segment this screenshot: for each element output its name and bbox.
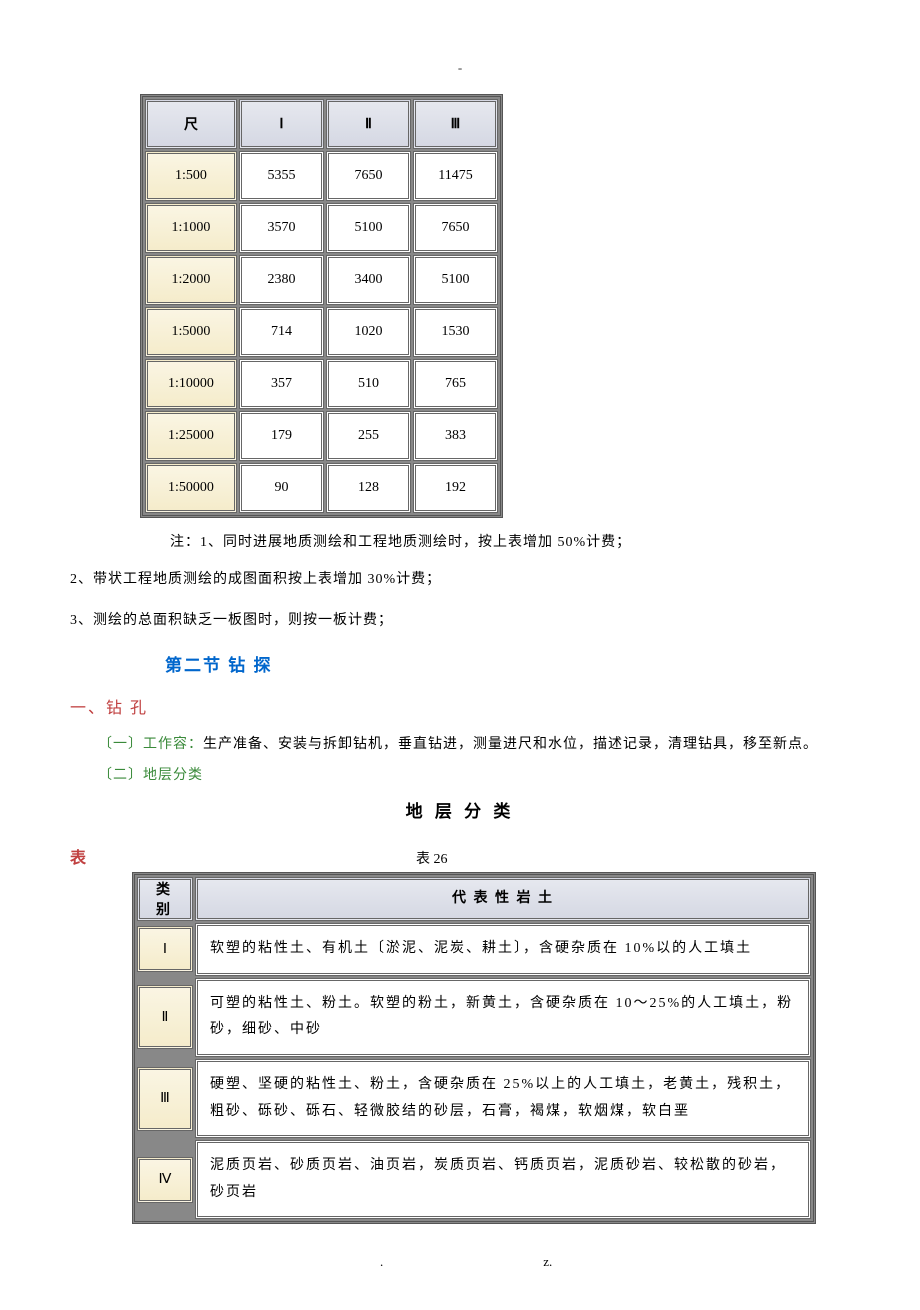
cell: 90: [239, 463, 324, 513]
cell: 3570: [239, 203, 324, 253]
row-scale: 1:1000: [145, 203, 237, 253]
cell: 2380: [239, 255, 324, 305]
cell: 11475: [413, 151, 498, 201]
cell: 7650: [326, 151, 411, 201]
cat-cell: Ⅰ: [137, 926, 193, 972]
cell: 128: [326, 463, 411, 513]
cat-cell: Ⅱ: [137, 985, 193, 1049]
cell: 765: [413, 359, 498, 409]
table-row: Ⅰ 软塑的粘性土、有机土〔淤泥、泥炭、耕土〕，含硬杂质在 10%以的人工填土: [137, 923, 811, 976]
row-scale: 1:500: [145, 151, 237, 201]
page-header-dash: -: [70, 60, 850, 76]
cell: 1530: [413, 307, 498, 357]
table2-label-row: 表 表 26: [70, 844, 850, 868]
cell: 179: [239, 411, 324, 461]
stratum-table: 类别 代 表 性 岩 土 Ⅰ 软塑的粘性土、有机土〔淤泥、泥炭、耕土〕，含硬杂质…: [132, 872, 816, 1224]
biao-label: 表: [70, 844, 86, 868]
row-scale: 1:50000: [145, 463, 237, 513]
cell: 714: [239, 307, 324, 357]
table-row: Ⅳ 泥质页岩、砂质页岩、油页岩，炭质页岩、钙质页岩，泥质砂岩、较松散的砂岩，砂页…: [137, 1140, 811, 1219]
scale-table: 尺 Ⅰ Ⅱ Ⅲ 1:500 5355 7650 11475 1:1000 357…: [140, 94, 503, 518]
cell: 510: [326, 359, 411, 409]
biao-number: 表 26: [416, 848, 448, 868]
hdr-scale: 尺: [145, 99, 237, 149]
stratum-label-para: 〔二〕地层分类: [70, 763, 850, 790]
hdr-category: 类别: [137, 877, 193, 921]
cell: 255: [326, 411, 411, 461]
page-footer: . z.: [70, 1254, 850, 1270]
cell: 5100: [413, 255, 498, 305]
work-content-para: 〔一〕工作容：生产准备、安装与拆卸钻机，垂直钻进，测量进尺和水位，描述记录，清理…: [70, 732, 850, 759]
cat-cell: Ⅳ: [137, 1157, 193, 1203]
table2-header-row: 类别 代 表 性 岩 土: [137, 877, 811, 921]
table-row: 1:10000 357 510 765: [145, 359, 498, 409]
table2-container: 类别 代 表 性 岩 土 Ⅰ 软塑的粘性土、有机土〔淤泥、泥炭、耕土〕，含硬杂质…: [132, 872, 850, 1224]
cat-cell: Ⅲ: [137, 1067, 193, 1131]
row-scale: 1:10000: [145, 359, 237, 409]
row-scale: 1:2000: [145, 255, 237, 305]
desc-cell: 泥质页岩、砂质页岩、油页岩，炭质页岩、钙质页岩，泥质砂岩、较松散的砂岩，砂页岩: [195, 1140, 811, 1219]
note-2: 2、带状工程地质测绘的成图面积按上表增加 30%计费；: [70, 569, 850, 590]
desc-cell: 硬塑、坚硬的粘性土、粉土，含硬杂质在 25%以上的人工填土，老黄土，残积土，粗砂…: [195, 1059, 811, 1138]
table-row: 1:2000 2380 3400 5100: [145, 255, 498, 305]
work-text: 生产准备、安装与拆卸钻机，垂直钻进，测量进尺和水位，描述记录，清理钻具，移至新点…: [203, 737, 818, 752]
section-2-title: 第二节 钻 探: [165, 651, 850, 676]
table2-title: 地 层 分 类: [70, 797, 850, 822]
row-scale: 1:5000: [145, 307, 237, 357]
subsection-drill: 一、钻 孔: [70, 694, 850, 718]
table-row: 1:50000 90 128 192: [145, 463, 498, 513]
table1-header-row: 尺 Ⅰ Ⅱ Ⅲ: [145, 99, 498, 149]
cell: 1020: [326, 307, 411, 357]
row-scale: 1:25000: [145, 411, 237, 461]
cell: 7650: [413, 203, 498, 253]
table1-container: 尺 Ⅰ Ⅱ Ⅲ 1:500 5355 7650 11475 1:1000 357…: [140, 94, 850, 518]
table-row: Ⅱ 可塑的粘性土、粉土。软塑的粉土，新黄土，含硬杂质在 10～25%的人工填土，…: [137, 978, 811, 1057]
cell: 383: [413, 411, 498, 461]
footer-z: z.: [543, 1254, 552, 1270]
hdr-col-1: Ⅰ: [239, 99, 324, 149]
hdr-col-2: Ⅱ: [326, 99, 411, 149]
table-row: Ⅲ 硬塑、坚硬的粘性土、粉土，含硬杂质在 25%以上的人工填土，老黄土，残积土，…: [137, 1059, 811, 1138]
stratum-label: 〔二〕地层分类: [98, 768, 203, 783]
note-1: 注：1、同时进展地质测绘和工程地质测绘时，按上表增加 50%计费；: [170, 532, 850, 553]
cell: 192: [413, 463, 498, 513]
cell: 357: [239, 359, 324, 409]
hdr-col-3: Ⅲ: [413, 99, 498, 149]
table-row: 1:500 5355 7650 11475: [145, 151, 498, 201]
table-row: 1:5000 714 1020 1530: [145, 307, 498, 357]
desc-cell: 可塑的粘性土、粉土。软塑的粉土，新黄土，含硬杂质在 10～25%的人工填土，粉砂…: [195, 978, 811, 1057]
hdr-description: 代 表 性 岩 土: [195, 877, 811, 921]
desc-cell: 软塑的粘性土、有机土〔淤泥、泥炭、耕土〕，含硬杂质在 10%以的人工填土: [195, 923, 811, 976]
footer-dot: .: [380, 1254, 383, 1270]
cell: 5355: [239, 151, 324, 201]
cell: 5100: [326, 203, 411, 253]
note-3: 3、测绘的总面积缺乏一板图时，则按一板计费；: [70, 610, 850, 631]
table-row: 1:25000 179 255 383: [145, 411, 498, 461]
table-row: 1:1000 3570 5100 7650: [145, 203, 498, 253]
cell: 3400: [326, 255, 411, 305]
work-label: 〔一〕工作容：: [98, 737, 203, 752]
